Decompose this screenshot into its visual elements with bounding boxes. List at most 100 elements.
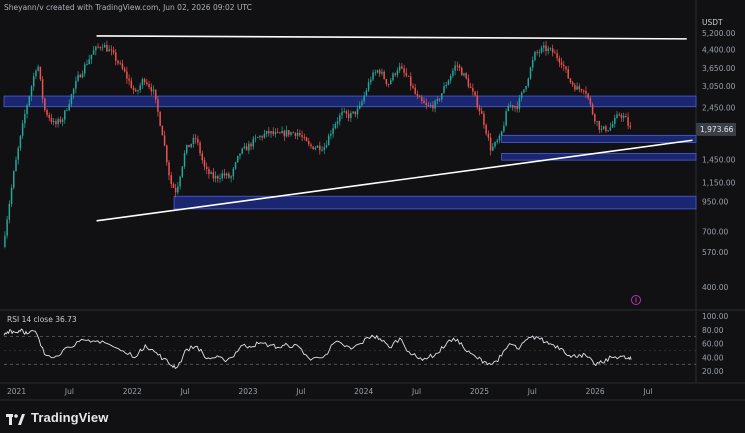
candle-body bbox=[314, 147, 317, 150]
candle-body bbox=[316, 145, 319, 148]
candle-body bbox=[256, 137, 259, 138]
candle-body bbox=[492, 146, 494, 151]
candle-body bbox=[288, 130, 290, 135]
candle-body bbox=[574, 84, 576, 90]
candle-body bbox=[272, 131, 274, 134]
candle-body bbox=[6, 219, 8, 236]
candle-body bbox=[279, 132, 281, 134]
candle-body bbox=[401, 66, 403, 69]
candle-body bbox=[485, 124, 487, 134]
candle-body bbox=[79, 74, 82, 78]
candle-body bbox=[467, 78, 470, 87]
candle-body bbox=[611, 123, 614, 128]
candle-body bbox=[580, 89, 583, 91]
candle-body bbox=[292, 132, 294, 134]
candle-body bbox=[602, 126, 605, 129]
candle-body bbox=[285, 130, 288, 137]
candle-body bbox=[403, 68, 405, 73]
price-tick-label: 3,050.00 bbox=[702, 82, 736, 91]
candle-body bbox=[330, 133, 332, 136]
candle-body bbox=[527, 78, 530, 87]
candle-body bbox=[103, 45, 106, 48]
candle-body bbox=[143, 79, 146, 83]
candle-body bbox=[13, 171, 15, 188]
candle-body bbox=[376, 70, 379, 73]
candle-body bbox=[241, 148, 243, 154]
candle-body bbox=[365, 90, 368, 96]
candle-body bbox=[24, 114, 26, 124]
candle-body bbox=[434, 100, 436, 109]
candle-body bbox=[427, 105, 430, 106]
candle-body bbox=[265, 130, 268, 134]
candle-body bbox=[99, 47, 102, 48]
candle-body bbox=[327, 135, 330, 146]
candle-body bbox=[465, 73, 467, 79]
candle-body bbox=[565, 66, 567, 70]
candle-body bbox=[476, 95, 479, 108]
candle-body bbox=[518, 98, 521, 109]
candle-body bbox=[188, 144, 190, 148]
candle-body bbox=[52, 121, 55, 123]
candle-body bbox=[276, 132, 279, 133]
candle-body bbox=[347, 113, 350, 118]
candle-body bbox=[381, 71, 383, 74]
time-tick-label: 2026 bbox=[586, 387, 605, 396]
candle-body bbox=[121, 63, 124, 69]
candle-body bbox=[407, 75, 410, 77]
candle-body bbox=[374, 72, 377, 74]
candle-body bbox=[312, 146, 314, 150]
candle-body bbox=[205, 166, 208, 169]
candle-body bbox=[614, 117, 616, 124]
candle-body bbox=[416, 93, 419, 97]
candle-body bbox=[319, 145, 321, 151]
candle-body bbox=[159, 111, 161, 126]
time-tick-label: 2022 bbox=[123, 387, 142, 396]
candle-body bbox=[281, 130, 283, 134]
candle-body bbox=[197, 138, 199, 143]
candle-body bbox=[469, 86, 472, 89]
candle-body bbox=[461, 67, 463, 76]
candle-body bbox=[421, 97, 423, 101]
candle-body bbox=[35, 70, 37, 77]
candle-body bbox=[458, 65, 461, 68]
candle-body bbox=[622, 115, 625, 118]
candle-body bbox=[117, 60, 119, 64]
candle-body bbox=[83, 64, 86, 74]
candle-body bbox=[86, 64, 88, 65]
candle-body bbox=[494, 141, 496, 147]
candle-body bbox=[115, 52, 117, 61]
candle-body bbox=[514, 105, 516, 108]
candle-body bbox=[132, 87, 135, 91]
candle-body bbox=[141, 79, 144, 86]
candle-body bbox=[472, 88, 474, 92]
candle-body bbox=[551, 48, 554, 53]
candle-body bbox=[41, 79, 44, 99]
candle-body bbox=[540, 47, 543, 53]
candle-body bbox=[248, 143, 250, 151]
price-tick-label: 4,400.00 bbox=[702, 46, 736, 55]
candle-body bbox=[57, 119, 59, 125]
candle-body bbox=[396, 70, 399, 75]
rsi-tick-label: 60.00 bbox=[702, 340, 724, 349]
candle-body bbox=[412, 85, 414, 88]
candle-body bbox=[64, 110, 66, 120]
candle-body bbox=[454, 65, 456, 71]
candle-body bbox=[463, 73, 465, 76]
candle-body bbox=[243, 146, 246, 149]
candle-body bbox=[383, 71, 385, 80]
time-tick-label: 2025 bbox=[470, 387, 489, 396]
candle-body bbox=[390, 80, 392, 85]
candle-body bbox=[252, 138, 255, 147]
candle-body bbox=[576, 86, 578, 90]
candle-body bbox=[17, 148, 19, 160]
candle-body bbox=[263, 133, 266, 138]
candle-body bbox=[336, 121, 339, 125]
candle-body bbox=[75, 80, 77, 89]
candle-body bbox=[629, 125, 632, 128]
candle-body bbox=[509, 105, 512, 107]
candle-body bbox=[591, 104, 594, 115]
last-price-tag bbox=[696, 122, 736, 136]
candle-body bbox=[436, 99, 439, 101]
rsi-tick-label: 100.00 bbox=[702, 312, 728, 321]
